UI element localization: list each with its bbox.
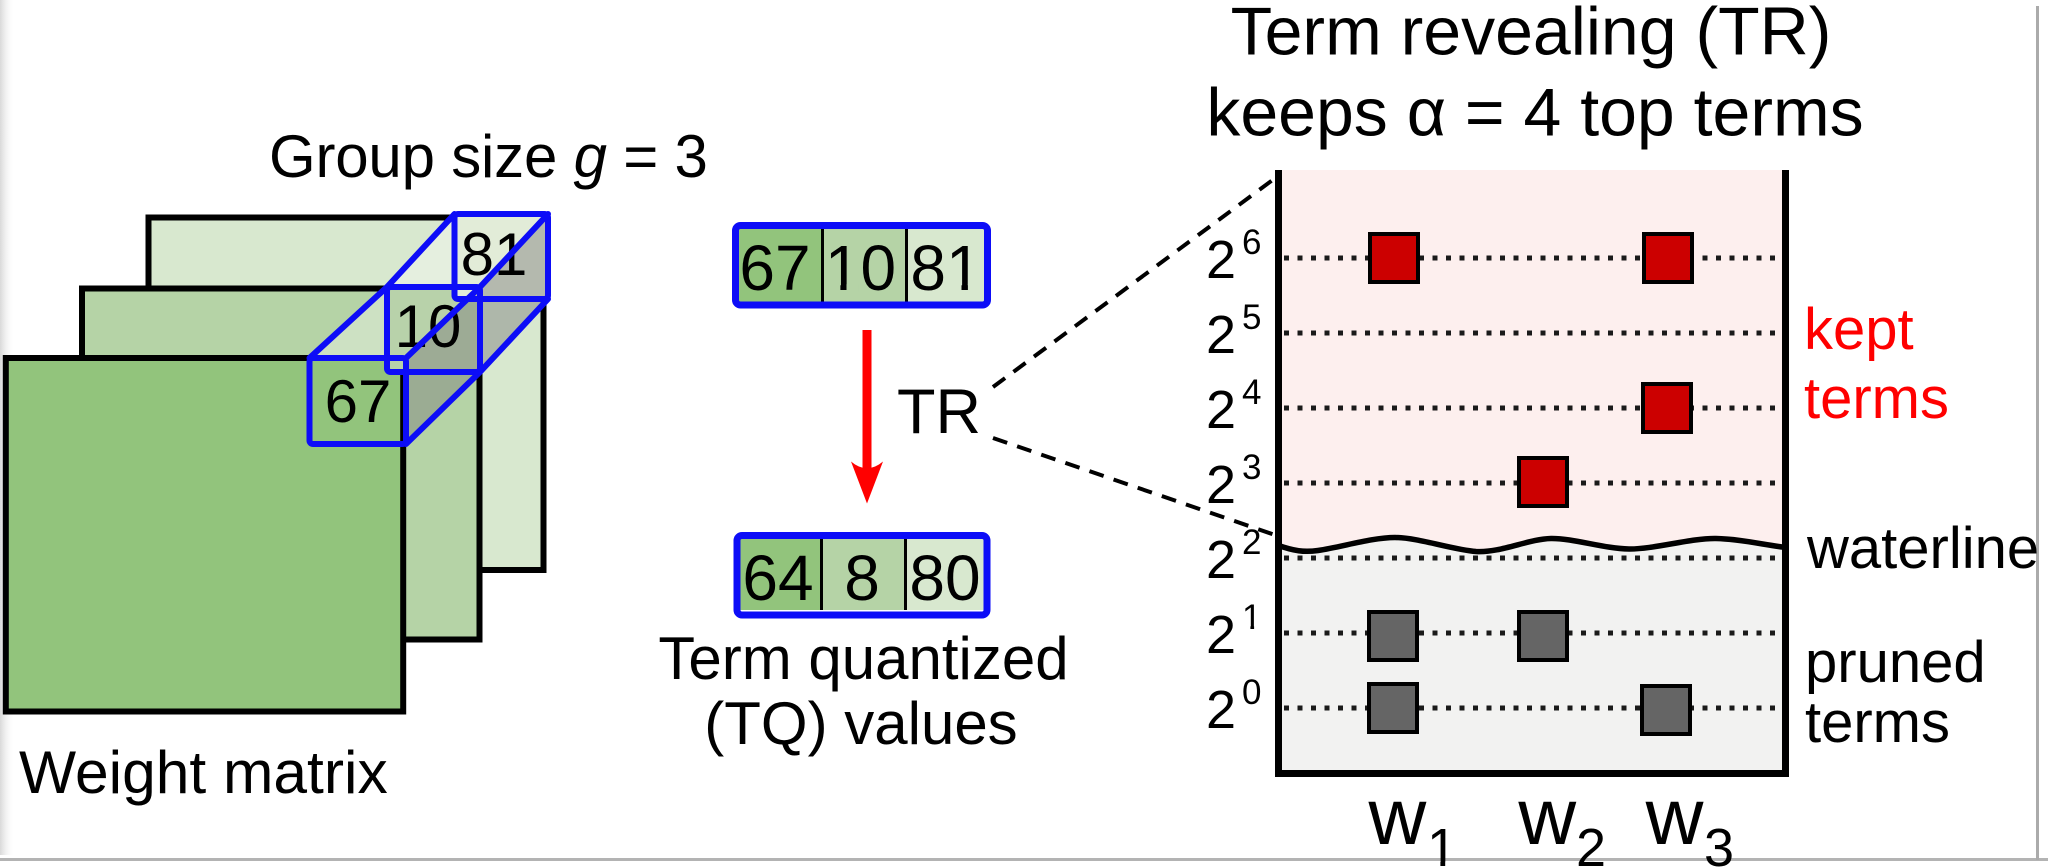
svg-text:10: 10 [825,232,896,304]
svg-text:1: 1 [1242,598,1261,637]
svg-text:TR: TR [897,377,981,447]
svg-text:81: 81 [461,221,528,288]
svg-text:Term revealing (TR): Term revealing (TR) [1231,0,1832,70]
svg-text:2: 2 [1206,305,1236,365]
svg-text:6: 6 [1242,223,1261,262]
svg-text:kept: kept [1804,297,1914,362]
svg-text:2: 2 [1206,530,1236,590]
svg-text:(TQ) values: (TQ) values [704,690,1017,757]
svg-text:2: 2 [1206,455,1236,515]
svg-text:2: 2 [1206,605,1236,665]
svg-text:2: 2 [1576,818,1606,868]
svg-text:w: w [1517,772,1576,861]
svg-text:Term quantized: Term quantized [658,625,1068,692]
svg-text:64: 64 [742,542,813,614]
svg-text:4: 4 [1242,373,1261,412]
svg-text:keeps α = 4 top terms: keeps α = 4 top terms [1206,75,1863,151]
svg-text:3: 3 [1704,818,1734,868]
svg-text:67: 67 [739,232,810,304]
svg-text:terms: terms [1804,366,1949,431]
svg-text:terms: terms [1805,690,1950,755]
svg-text:2: 2 [1242,523,1261,562]
svg-text:8: 8 [844,542,880,614]
svg-text:0: 0 [1242,673,1261,712]
svg-text:w: w [1368,772,1427,861]
svg-text:81: 81 [910,232,981,304]
svg-text:80: 80 [909,542,980,614]
svg-text:pruned: pruned [1805,630,1986,695]
svg-text:67: 67 [325,368,392,435]
svg-text:2: 2 [1206,230,1236,290]
svg-text:2: 2 [1206,380,1236,440]
svg-text:1: 1 [1427,818,1457,868]
svg-text:3: 3 [1242,448,1261,487]
svg-text:10: 10 [395,293,462,360]
svg-text:Group size g = 3: Group size g = 3 [269,123,708,190]
svg-text:Weight matrix: Weight matrix [19,738,388,806]
svg-text:waterline: waterline [1806,516,2039,581]
svg-text:w: w [1645,772,1704,861]
svg-text:2: 2 [1206,680,1236,740]
svg-text:5: 5 [1242,298,1261,337]
